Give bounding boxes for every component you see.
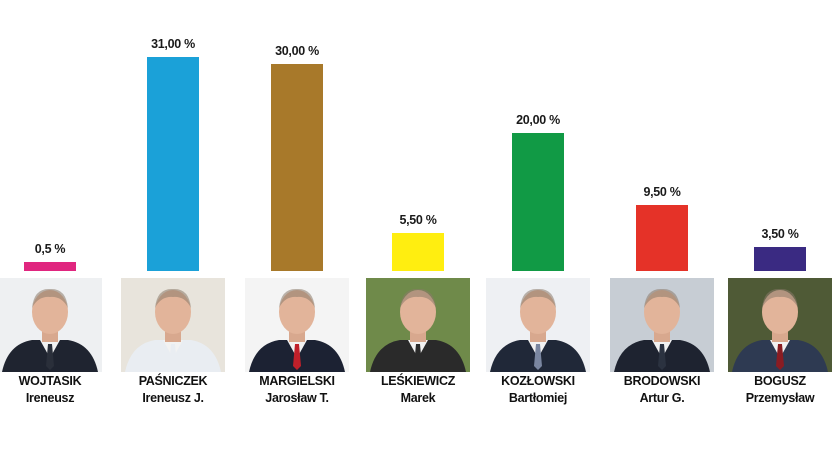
- candidate-photo-3: [366, 278, 470, 372]
- candidate-photo-1: [121, 278, 225, 372]
- candidate-photo-2: [245, 278, 349, 372]
- value-label-4: 20,00 %: [516, 112, 560, 127]
- bar-0: [24, 262, 76, 271]
- bar-5: [636, 205, 688, 271]
- candidate-surname-1: PAŚNICZEK: [138, 374, 208, 388]
- value-label-6: 3,50 %: [761, 226, 799, 241]
- candidate-surname-3: LEŚKIEWICZ: [380, 374, 456, 388]
- candidate-surname-6: BOGUSZ: [754, 374, 806, 388]
- candidate-photo-0: [0, 278, 102, 372]
- candidate-firstname-4: Bartłomiej: [508, 391, 568, 405]
- candidate-firstname-0: Ireneusz: [25, 391, 75, 405]
- candidate-firstname-3: Marek: [400, 391, 436, 405]
- bar-3: [392, 233, 444, 271]
- bar-6: [754, 246, 806, 271]
- candidate-firstname-2: Jarosław T.: [265, 391, 329, 405]
- bar-4: [512, 132, 564, 271]
- candidate-firstname-6: Przemysław: [745, 391, 815, 405]
- candidate-firstname-5: Artur G.: [639, 391, 685, 405]
- candidate-surname-2: MARGIELSKI: [259, 374, 335, 388]
- value-label-3: 5,50 %: [399, 213, 437, 228]
- candidate-surname-0: WOJTASIK: [18, 374, 82, 388]
- value-label-2: 30,00 %: [275, 43, 319, 58]
- candidate-surname-4: KOZŁOWSKI: [501, 374, 575, 388]
- candidate-firstname-1: Ireneusz J.: [142, 391, 204, 405]
- bar-2: [271, 63, 323, 271]
- candidate-photo-6: [728, 278, 832, 372]
- candidate-surname-5: BRODOWSKI: [623, 374, 701, 388]
- candidate-photo-5: [610, 278, 714, 372]
- bar-1: [147, 57, 199, 271]
- candidate-photo-4: [486, 278, 590, 372]
- value-label-0: 0,5 %: [34, 242, 66, 256]
- value-label-5: 9,50 %: [643, 185, 681, 200]
- value-label-1: 31,00 %: [151, 37, 195, 51]
